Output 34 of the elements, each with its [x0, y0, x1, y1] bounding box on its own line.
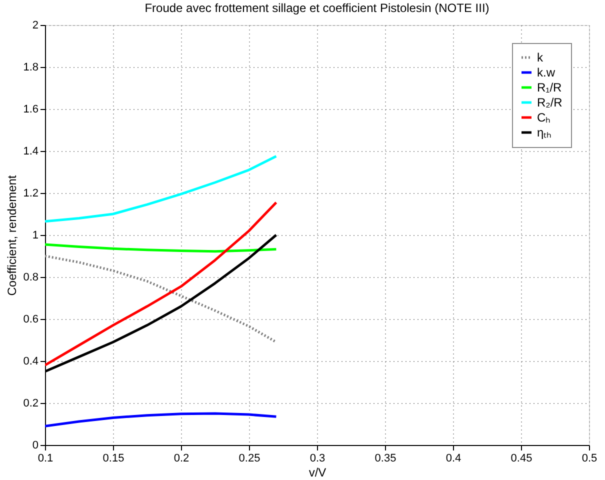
- legend-label: k.w: [537, 66, 556, 80]
- x-tick-label: 0.5: [582, 452, 598, 464]
- y-tick-label: 0.6: [23, 314, 38, 326]
- line-series: [45, 201, 278, 366]
- chart-title: Froude avec frottement sillage et coefficient Pistolesin (NOTE III): [144, 1, 490, 15]
- line-series: [45, 254, 278, 344]
- y-tick-label: 1.6: [23, 104, 38, 116]
- y-tick-label: 1.8: [23, 62, 38, 74]
- line-series: [45, 155, 278, 223]
- x-tick-label: 0.3: [310, 452, 326, 464]
- x-tick-label: 0.2: [174, 452, 190, 464]
- y-tick-label: 1.2: [23, 188, 38, 200]
- y-axis-title: Coefficient, rendement: [5, 174, 20, 296]
- y-tick-label: 0.4: [23, 356, 38, 368]
- line-series: [45, 412, 278, 428]
- y-tick-label: 0: [32, 440, 38, 452]
- x-tick-label: 0.35: [374, 452, 396, 464]
- legend-label: ηₜₕ: [537, 126, 552, 140]
- x-tick-label: 0.15: [102, 452, 124, 464]
- legend-label: k: [537, 50, 544, 64]
- x-axis-title: v/V: [308, 466, 326, 480]
- x-tick-label: 0.1: [38, 452, 54, 464]
- legend-label: Cₕ: [537, 110, 551, 124]
- y-tick-label: 2: [32, 20, 38, 32]
- y-tick-label: 0.2: [23, 398, 38, 410]
- y-tick-label: 1: [32, 230, 38, 242]
- x-tick-label: 0.45: [510, 452, 532, 464]
- legend-label: R₂/R: [537, 96, 563, 110]
- y-tick-label: 1.4: [23, 146, 38, 158]
- line-series: [45, 243, 278, 253]
- y-tick-label: 0.8: [23, 272, 38, 284]
- x-tick-label: 0.4: [446, 452, 462, 464]
- legend-label: R₁/R: [537, 80, 562, 94]
- x-tick-label: 0.25: [238, 452, 260, 464]
